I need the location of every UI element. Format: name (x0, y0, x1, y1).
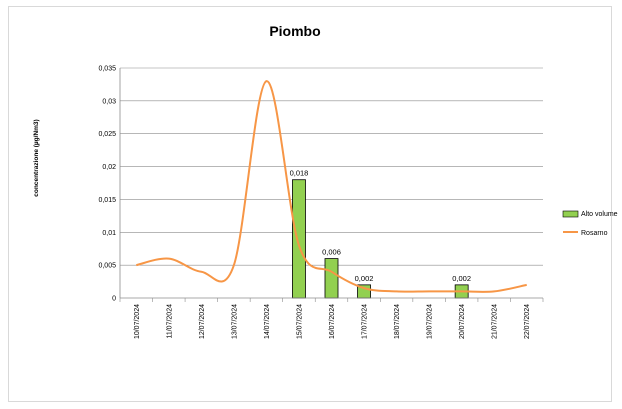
y-tick-label: 0 (112, 296, 116, 303)
bar (292, 179, 306, 299)
data-label: 0,002 (452, 274, 471, 283)
chart-title: Piombo (269, 23, 320, 39)
x-tick-label: 13/07/2024 (231, 304, 238, 339)
x-tick-label: 18/07/2024 (394, 304, 401, 339)
legend: Alto volume Rosarno (562, 210, 618, 237)
y-axis-label: concentrazione (µg/Nm3) (33, 119, 40, 196)
y-tick-labels: 0 0,005 0,01 0,015 0,02 0,025 0,03 0,035 (98, 66, 116, 303)
x-tick-label: 21/07/2024 (492, 304, 499, 339)
x-tick-label: 17/07/2024 (362, 304, 369, 339)
series-line-rosarno (136, 80, 527, 293)
data-label: 0,002 (355, 274, 374, 283)
x-tick-label: 22/07/2024 (524, 304, 531, 339)
x-tick-label: 14/07/2024 (264, 304, 271, 339)
y-tick-label: 0,035 (98, 66, 116, 73)
legend-label-line: Rosarno (581, 230, 608, 237)
y-tick-label: 0,025 (98, 131, 116, 138)
data-label: 0,006 (322, 248, 341, 257)
y-tick-label: 0,015 (98, 197, 116, 204)
y-tick-label: 0,01 (102, 230, 116, 237)
x-tick-label: 16/07/2024 (329, 304, 336, 339)
data-label: 0,018 (290, 169, 309, 178)
y-tick-label: 0,03 (102, 98, 116, 105)
x-tick-label: 11/07/2024 (166, 304, 173, 339)
line-series (136, 80, 527, 293)
bar (324, 258, 339, 299)
x-tick-labels: 10/07/2024 11/07/2024 12/07/2024 13/07/2024… (134, 304, 531, 339)
x-tick-label: 12/07/2024 (199, 304, 206, 339)
gridlines (120, 67, 543, 266)
x-tick-label: 20/07/2024 (459, 304, 466, 339)
chart-frame (8, 6, 612, 402)
y-tick-label: 0,02 (102, 164, 116, 171)
legend-label-bar: Alto volume (581, 211, 618, 218)
x-tick-label: 19/07/2024 (427, 304, 434, 339)
x-tick-label: 10/07/2024 (134, 304, 141, 339)
y-tick-label: 0,005 (98, 263, 116, 270)
bar-series (292, 179, 469, 299)
legend-swatch-bar (562, 210, 579, 218)
x-tick-label: 15/07/2024 (296, 304, 303, 339)
axes (119, 68, 544, 302)
data-labels: 0,018 0,006 0,002 0,002 (290, 169, 471, 283)
